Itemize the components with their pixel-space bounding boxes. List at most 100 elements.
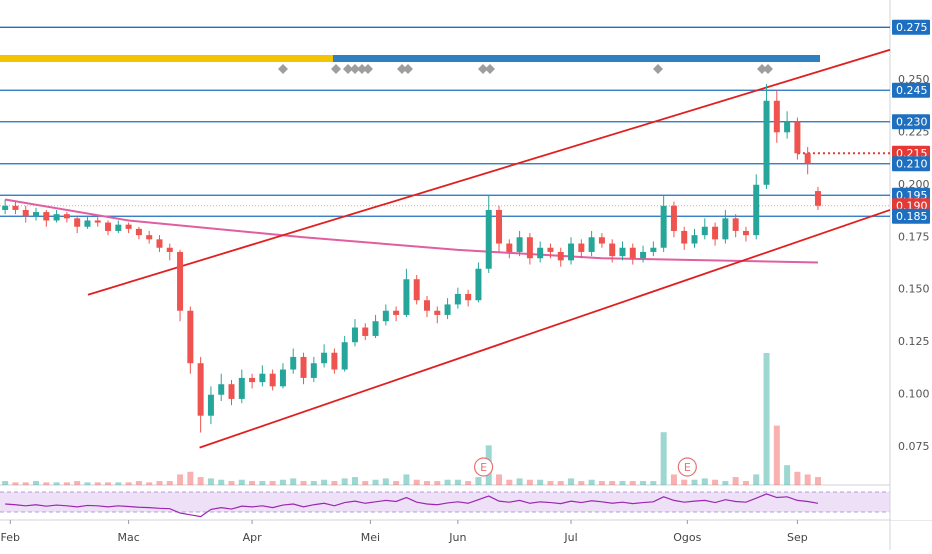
level-label: 0.245 — [896, 84, 928, 97]
candle-body — [259, 373, 266, 383]
volume-bar — [228, 481, 235, 485]
level-label: 0.275 — [896, 21, 928, 34]
volume-bar — [773, 425, 780, 485]
level-label: 0.230 — [896, 115, 928, 128]
volume-bar — [804, 474, 811, 485]
candle-body — [197, 363, 204, 416]
candle-body — [640, 251, 647, 259]
candle-body — [177, 251, 184, 311]
volume-bar — [33, 481, 40, 485]
candle-body — [506, 243, 513, 252]
candle-body — [526, 237, 533, 259]
volume-bar — [722, 481, 729, 485]
volume-bar — [84, 482, 91, 485]
candle-body — [681, 230, 688, 244]
y-tick-label: 0.100 — [898, 388, 930, 401]
volume-bar — [207, 478, 214, 485]
volume-bar — [187, 471, 194, 485]
volume-bar — [341, 478, 348, 485]
candle-body — [269, 373, 276, 387]
event-label: E — [480, 461, 487, 474]
candle-body — [454, 293, 461, 305]
candle-body — [279, 369, 286, 387]
volume-bar — [609, 481, 616, 485]
volume-bar — [53, 482, 60, 485]
candle-body — [650, 247, 657, 252]
candle-body — [609, 243, 616, 257]
volume-bar — [403, 474, 410, 485]
volume-bar — [393, 481, 400, 485]
volume-bar — [588, 479, 595, 485]
volume-bar — [526, 479, 533, 485]
volume-bar — [197, 477, 204, 485]
rsi-line — [5, 493, 819, 518]
volume-bar — [629, 481, 636, 485]
event-marker — [473, 457, 494, 477]
candle-body — [84, 220, 91, 227]
volume-bar — [660, 432, 667, 485]
candle-body — [156, 239, 163, 248]
candle-body — [187, 310, 194, 364]
candle-body — [12, 205, 19, 210]
volume-bar — [279, 479, 286, 485]
volume-bar — [794, 471, 801, 485]
x-tick-label: Jul — [563, 531, 577, 544]
volume-bar — [177, 474, 184, 485]
candle-body — [300, 356, 307, 378]
volume-bar — [475, 477, 482, 485]
volume-bar — [568, 478, 575, 485]
candle-body — [516, 237, 523, 252]
volume-bar — [12, 482, 19, 485]
level-tag — [892, 114, 930, 130]
volume-bar — [496, 474, 503, 485]
volume-bar — [146, 482, 153, 485]
y-tick-label: 0.250 — [898, 73, 930, 86]
volume-bar — [94, 482, 101, 485]
volume-bar — [105, 482, 112, 485]
candle-body — [382, 310, 389, 322]
event-marker — [677, 457, 697, 477]
candle-body — [249, 377, 256, 383]
volume-bar — [115, 482, 122, 485]
candle-body — [125, 224, 132, 229]
volume-bar — [598, 481, 605, 485]
volume-bar — [300, 481, 307, 485]
rsi-band — [0, 492, 890, 512]
candle-body — [423, 300, 430, 311]
volume-bar — [372, 479, 379, 485]
candle-body — [33, 212, 40, 217]
volume-bar — [547, 481, 554, 485]
candle-body — [351, 327, 358, 343]
candle-body — [557, 251, 564, 261]
volume-bar — [135, 481, 142, 485]
volume-bar — [166, 481, 173, 485]
candle-body — [403, 279, 410, 315]
volume-bar — [22, 482, 29, 485]
volume-bar — [701, 478, 708, 485]
volume-bar — [382, 478, 389, 485]
candle-body — [63, 214, 70, 219]
candle-body — [670, 205, 677, 231]
level-tag — [892, 82, 930, 98]
candle-body — [105, 222, 112, 231]
candle-body — [578, 243, 585, 252]
y-tick-label: 0.175 — [898, 230, 930, 243]
x-tick-label: Jun — [448, 531, 466, 544]
volume-bar — [681, 479, 688, 485]
candle-body — [588, 237, 595, 252]
volume-bar — [238, 479, 245, 485]
candle-body — [362, 327, 369, 336]
volume-bar — [43, 482, 50, 485]
candle-body — [629, 247, 636, 259]
volume-bar — [290, 478, 297, 485]
candle-body — [444, 304, 451, 315]
level-tag — [892, 19, 930, 35]
volume-bar — [249, 481, 256, 485]
candle-body — [310, 363, 317, 378]
volume-bar — [454, 479, 461, 485]
volume-bar — [763, 353, 770, 485]
volume-bar — [362, 481, 369, 485]
volume-bar — [331, 481, 338, 485]
